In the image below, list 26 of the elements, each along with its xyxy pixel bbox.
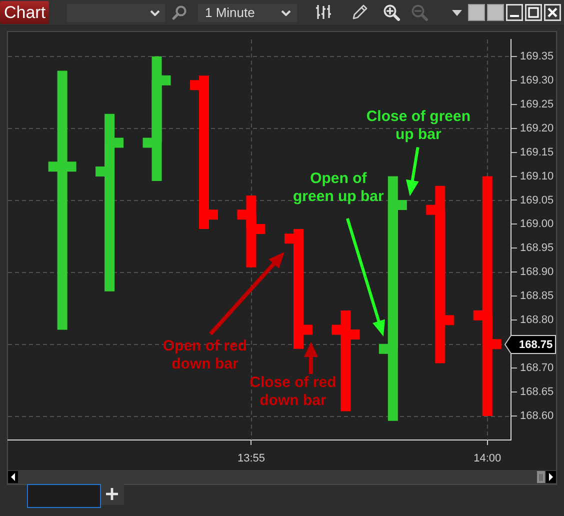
y-tick-label: 169.25 — [520, 98, 554, 110]
y-tick-label: 168.65 — [520, 386, 554, 398]
chart-subtitle: 1 Minute — [205, 5, 255, 21]
y-tick-label: 169.10 — [520, 170, 554, 182]
chart-title: Chart — [4, 3, 46, 22]
y-tick-label: 169.35 — [520, 50, 554, 62]
button: Chart — [0, 1, 49, 24]
dropdown: 1 Minute — [198, 4, 297, 22]
y-tick-label: 168.95 — [520, 242, 554, 254]
annotation: Close of green up bar — [366, 108, 471, 144]
y-tick-label: 169.00 — [520, 218, 554, 230]
y-tick-label: 169.05 — [520, 194, 554, 206]
y-tick-label: 168.70 — [520, 362, 554, 374]
x-tick-label: 13:55 — [237, 452, 265, 465]
text: 168.75 — [519, 339, 553, 352]
y-tick-label: 168.80 — [520, 314, 554, 326]
x-tick-label: 14:00 — [474, 452, 502, 465]
y-tick-label: 168.90 — [520, 266, 554, 278]
y-tick-label: 168.85 — [520, 290, 554, 302]
annotation: Open of red down bar — [162, 338, 248, 373]
y-tick-label: 169.30 — [520, 74, 554, 86]
annotation: Open of green up bar — [292, 170, 384, 206]
y-tick-label: 169.15 — [520, 146, 554, 158]
y-tick-label: 169.20 — [520, 122, 554, 134]
y-tick-label: 168.60 — [520, 410, 554, 422]
annotation: Close of red down bar — [250, 374, 336, 409]
